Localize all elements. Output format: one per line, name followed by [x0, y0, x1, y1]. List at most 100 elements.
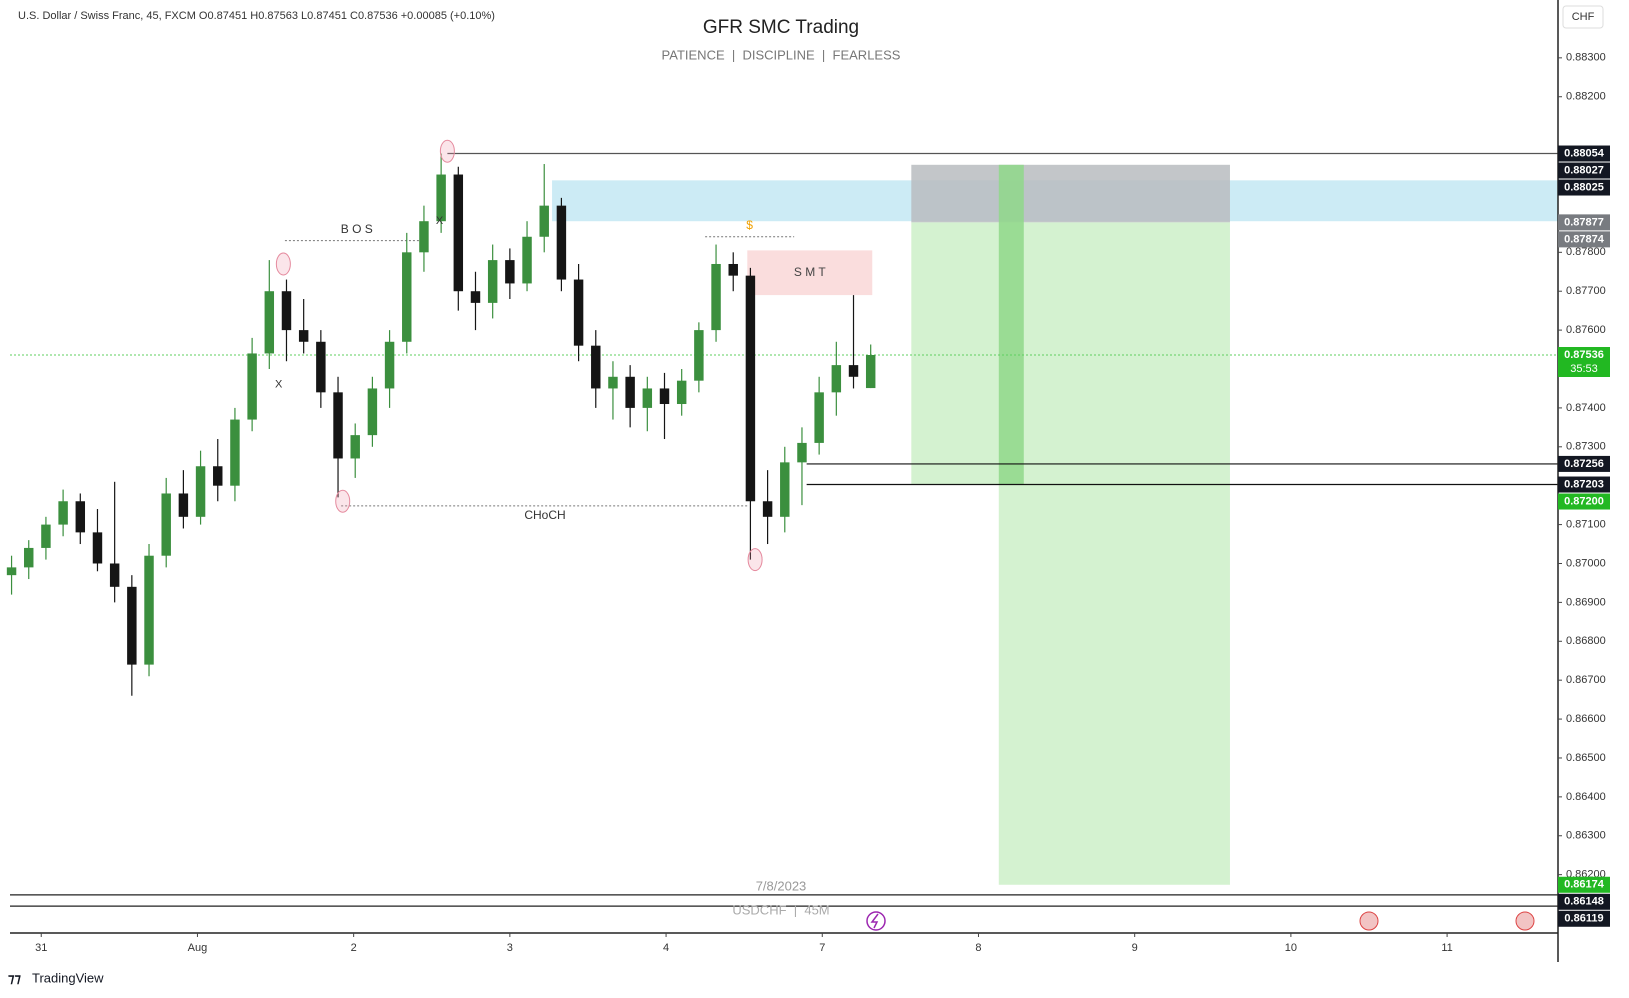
swing-marker — [335, 489, 351, 513]
level-label: CHoCH — [524, 508, 565, 522]
y-tick-label: 0.86800 — [1566, 635, 1606, 647]
candle-body — [522, 236, 532, 284]
price-label: 0.87877 — [1564, 216, 1604, 228]
candle-body — [505, 260, 515, 284]
candle-body — [281, 291, 292, 331]
event-circle[interactable] — [866, 911, 886, 931]
y-tick-label: 0.87700 — [1566, 285, 1606, 297]
swing-marker — [747, 548, 763, 572]
event-bolt[interactable] — [870, 913, 879, 929]
price-label-bg — [1558, 493, 1610, 510]
zone-label: S M T — [794, 265, 826, 279]
candle-body — [92, 532, 103, 564]
candle-body — [247, 353, 257, 420]
x-tick-label: 7 — [819, 942, 825, 954]
candle-body — [556, 205, 567, 280]
price-label: 0.86174 — [1564, 879, 1605, 891]
currency-label[interactable]: CHF — [1572, 11, 1595, 23]
price-label-bg — [1558, 145, 1610, 162]
zone — [911, 164, 1230, 223]
candle-body — [591, 345, 601, 389]
symbol-header: U.S. Dollar / Swiss Franc, 45, FXCM O0.8… — [18, 10, 495, 22]
candle-body — [6, 567, 17, 576]
x-tick-label: 31 — [35, 942, 47, 954]
candle-body — [109, 563, 120, 587]
x-tick-label: 3 — [507, 942, 513, 954]
x-tick-label: 2 — [351, 942, 357, 954]
candle-body — [436, 174, 446, 222]
swing-marker — [439, 139, 455, 163]
candle-body — [797, 442, 807, 463]
y-tick-label: 0.86400 — [1566, 791, 1606, 803]
candle-body — [814, 392, 824, 443]
level-label: $ — [746, 218, 753, 232]
candle-body — [402, 252, 412, 342]
candle-body — [264, 291, 275, 354]
logo-text: TradingView — [32, 970, 104, 985]
y-tick-label: 0.88300 — [1566, 52, 1606, 64]
note: X — [436, 215, 444, 227]
price-label-bg — [1558, 910, 1610, 927]
candle-body — [419, 221, 429, 253]
price-label: 0.88054 — [1564, 147, 1605, 159]
candle-body — [848, 365, 859, 377]
y-tick-label: 0.86900 — [1566, 596, 1606, 608]
y-tick-label: 0.87400 — [1566, 402, 1606, 414]
y-tick-label: 0.86300 — [1566, 830, 1606, 842]
candle-body — [41, 524, 51, 548]
chart-subtitle: PATIENCE | DISCIPLINE | FEARLESS — [662, 47, 901, 62]
candle-body — [213, 466, 223, 486]
y-tick-label: 0.87100 — [1566, 518, 1606, 530]
price-label: 0.88025 — [1564, 181, 1604, 193]
candle-body — [58, 501, 68, 525]
y-tick-label: 0.87600 — [1566, 324, 1606, 336]
currency-button[interactable] — [1562, 5, 1604, 29]
candle-body — [865, 355, 876, 389]
note: X — [275, 378, 283, 390]
y-tick-label: 0.87300 — [1566, 441, 1606, 453]
x-tick-label: 11 — [1441, 942, 1452, 954]
price-label: 0.88027 — [1564, 164, 1604, 176]
y-tick-label: 0.86500 — [1566, 752, 1606, 764]
event-flag[interactable] — [1359, 911, 1379, 931]
candle-body — [350, 435, 360, 459]
candle-body — [762, 501, 773, 517]
event-icon[interactable] — [866, 911, 886, 931]
x-tick-label: 10 — [1285, 942, 1297, 954]
watermark-date: 7/8/2023 — [756, 878, 807, 893]
candle-body — [367, 388, 378, 436]
candle-body — [75, 501, 86, 533]
candle-body — [24, 547, 34, 568]
price-label-bg — [1558, 179, 1610, 196]
zone — [998, 164, 1024, 485]
candle-body — [333, 392, 343, 459]
candle-body — [780, 462, 790, 517]
y-tick-label: 0.87800 — [1566, 246, 1606, 258]
candle-body — [161, 493, 171, 556]
candle-body — [659, 388, 670, 405]
x-tick-label: Aug — [188, 942, 208, 954]
zone — [747, 250, 873, 296]
price-label-bg — [1558, 347, 1610, 378]
price-label-bg — [1558, 455, 1610, 472]
x-tick-label: 4 — [663, 942, 669, 954]
price-label-bg — [1558, 231, 1610, 248]
candle-body — [144, 555, 154, 665]
price-label-bg — [1558, 893, 1610, 910]
candle-body — [384, 341, 395, 389]
candle-body — [745, 275, 756, 502]
price-label: 0.87200 — [1564, 495, 1604, 507]
price-label: 0.87203 — [1564, 478, 1604, 490]
candle-body — [728, 263, 738, 276]
level-label: B O S — [341, 222, 373, 236]
event-flag[interactable] — [1515, 911, 1535, 931]
price-label: 0.87874 — [1564, 233, 1605, 245]
watermark-symbol: USDCHF | 45M — [732, 902, 829, 917]
price-label: 0.87256 — [1564, 458, 1604, 470]
candle-body — [573, 279, 584, 346]
price-label: 0.86119 — [1564, 913, 1603, 925]
chart-title: GFR SMC Trading — [703, 17, 859, 38]
candle-body — [298, 330, 309, 342]
y-tick-label: 0.86600 — [1566, 713, 1606, 725]
